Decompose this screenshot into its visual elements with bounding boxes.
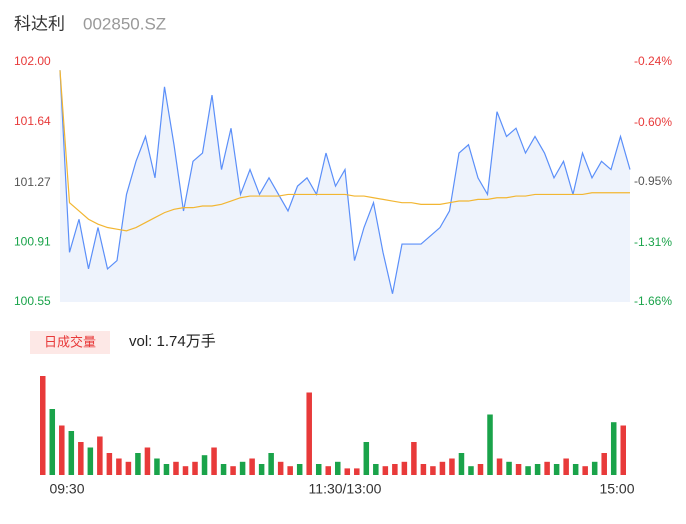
volume-bar (192, 461, 198, 475)
volume-bar (306, 392, 312, 475)
volume-bar (40, 376, 46, 475)
price-line (59, 70, 631, 294)
volume-bar (230, 466, 236, 475)
volume-bar (220, 464, 227, 475)
volume-bar (154, 458, 160, 475)
y-tick-label: 100.55 (14, 294, 51, 308)
volume-bar (439, 461, 446, 475)
volume-bar (363, 442, 370, 475)
volume-bar (163, 464, 170, 475)
volume-bar (430, 466, 436, 475)
volume-bar (534, 464, 541, 475)
volume-bar (59, 425, 65, 475)
y-tick-label: 101.64 (14, 114, 51, 128)
volume-bar (287, 466, 293, 475)
y2-tick-label: -1.31% (634, 235, 672, 249)
volume-bar (449, 458, 455, 475)
stock-name: 科达利 (14, 14, 65, 33)
volume-label: vol: 1.74万手 (129, 333, 216, 350)
volume-bar (201, 455, 208, 475)
volume-bar (458, 453, 465, 475)
volume-bar (135, 453, 141, 475)
volume-bar (125, 461, 132, 475)
volume-bar (268, 453, 274, 475)
volume-bar (116, 458, 122, 475)
volume-title: 日成交量 (44, 334, 96, 349)
volume-bar (106, 453, 113, 475)
volume-bar (487, 414, 493, 475)
x-tick-label: 11:30/13:00 (309, 481, 382, 497)
volume-bar (572, 464, 579, 475)
x-tick-label: 15:00 (599, 481, 634, 497)
volume-bar (87, 447, 94, 475)
volume-bar (544, 461, 550, 475)
volume-bar (620, 425, 626, 475)
volume-bar (296, 464, 303, 475)
volume-bar (78, 442, 84, 475)
y-tick-label: 102.00 (14, 54, 51, 68)
volume-bar (144, 447, 151, 475)
price-area (60, 70, 630, 302)
y-tick-label: 100.91 (14, 235, 51, 249)
y2-tick-label: -1.66% (634, 294, 672, 308)
volume-bar (506, 461, 512, 475)
x-tick-label: 09:30 (49, 481, 84, 497)
volume-bar (477, 464, 484, 475)
volume-bar (277, 461, 284, 475)
volume-bar (591, 461, 598, 475)
avg-line (59, 70, 630, 232)
volume-bar (515, 464, 522, 475)
volume-bar (382, 466, 389, 475)
volume-bar (601, 453, 607, 475)
volume-bar (553, 464, 560, 475)
volume-bar (335, 461, 341, 475)
volume-bar (249, 458, 255, 475)
volume-bar (49, 409, 56, 475)
volume-bar (610, 422, 617, 475)
volume-bar (563, 458, 569, 475)
volume-badge (30, 331, 110, 354)
volume-bar (173, 461, 179, 475)
volume-bar (582, 466, 588, 475)
volume-bar (258, 464, 265, 475)
volume-bar (315, 464, 322, 475)
volume-bar (420, 464, 427, 475)
volume-bar (182, 466, 189, 475)
volume-bar (411, 442, 417, 475)
volume-bar (68, 431, 75, 475)
y-tick-label: 101.27 (14, 175, 51, 189)
volume-bar (344, 468, 351, 475)
volume-bar (468, 466, 474, 475)
volume-bar (325, 466, 331, 475)
y2-tick-label: -0.60% (634, 115, 672, 129)
volume-bar (354, 468, 360, 475)
stock-code: 002850.SZ (83, 14, 166, 33)
volume-bar (373, 464, 379, 475)
volume-bar (239, 461, 246, 475)
volume-bar (392, 464, 398, 475)
volume-bar (211, 447, 217, 475)
volume-bar (525, 466, 531, 475)
volume-bar (496, 458, 503, 475)
volume-bar (97, 436, 103, 475)
y2-tick-label: -0.24% (634, 54, 672, 68)
volume-bar (401, 461, 408, 475)
y2-tick-label: -0.95% (634, 174, 672, 188)
